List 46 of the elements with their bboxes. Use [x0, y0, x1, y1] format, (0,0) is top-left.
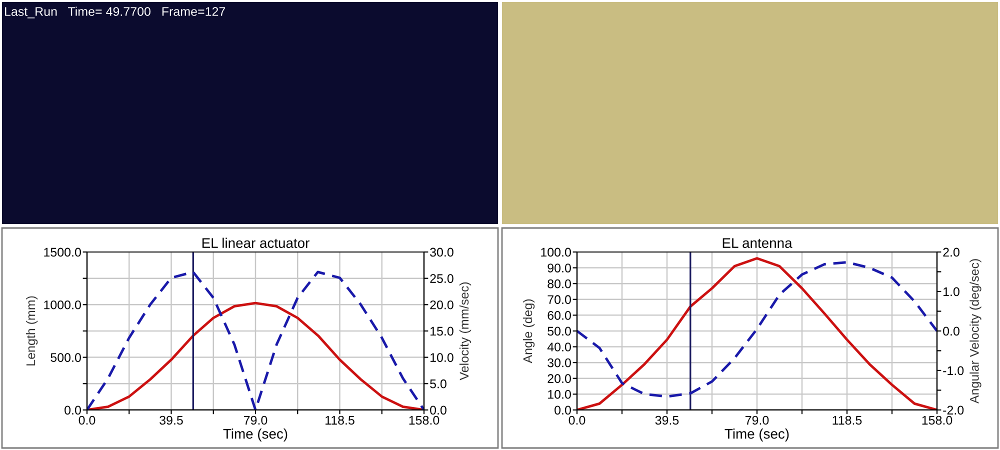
- y2-tick-label: -2.0: [943, 406, 964, 415]
- y2-tick-label: 2.0: [943, 248, 960, 257]
- x-tick-label: 0.0: [568, 416, 586, 425]
- y-tick-label: 0.0: [554, 406, 571, 415]
- y-tick-label: 60.0: [548, 310, 571, 320]
- x-tick-label: 39.5: [160, 416, 183, 425]
- y-tick-label: 100.0: [541, 248, 571, 257]
- y-tick-label: 0.0: [64, 406, 81, 415]
- x-axis-title: Time (sec): [223, 428, 288, 442]
- y2-axis-title: Velocity (mm/sec): [459, 282, 472, 380]
- y2-tick-label: 25.0: [430, 274, 454, 283]
- y2-tick-label: 1.0: [944, 287, 960, 296]
- x-tick-label: 158.0: [922, 416, 952, 425]
- y2-tick-label: 10.0: [430, 353, 454, 362]
- y-tick-label: 70.0: [548, 295, 571, 304]
- y2-tick-label: 20.0: [430, 300, 454, 310]
- y2-tick-label: 0.0: [943, 326, 960, 336]
- y-tick-label: 500.0: [50, 353, 81, 362]
- x-tick-label: 79.0: [745, 416, 769, 425]
- y2-tick-label: 0.0: [430, 406, 446, 415]
- y-tick-label: 10.0: [548, 390, 571, 399]
- y-tick-label: 90.0: [548, 264, 571, 272]
- y-axis-title: Length (mm): [26, 296, 38, 366]
- y2-tick-label: 15.0: [430, 326, 454, 336]
- y-tick-label: 20.0: [548, 374, 571, 384]
- x-axis-title: Time (sec): [724, 428, 789, 442]
- x-tick-label: 39.5: [655, 416, 679, 425]
- x-tick-label: 0.0: [78, 416, 96, 425]
- chart-title: EL linear actuator: [202, 238, 310, 248]
- y-tick-label: 30.0: [548, 358, 571, 368]
- y2-axis-title: Angular Velocity (deg/sec): [970, 259, 982, 404]
- y-tick-label: 40.0: [547, 342, 571, 352]
- y-axis-title: Angle (deg): [522, 299, 535, 364]
- y-tick-label: 1500.0: [44, 248, 81, 257]
- y-tick-label: 50.0: [548, 326, 571, 336]
- x-tick-label: 118.5: [326, 416, 354, 425]
- y2-tick-label: 5.0: [430, 379, 446, 388]
- y2-tick-label: 30.0: [430, 248, 454, 257]
- x-tick-label: 118.5: [832, 416, 862, 425]
- text: Last_Run Time= 49.7700 Frame=127: [5, 6, 226, 18]
- y-tick-label: 1000.0: [44, 300, 81, 310]
- y-tick-label: 80.0: [548, 279, 571, 288]
- x-tick-label: 79.0: [244, 416, 268, 425]
- y2-tick-label: -1.0: [943, 366, 964, 376]
- chart-title: EL antenna: [722, 238, 792, 248]
- x-tick-label: 158.0: [409, 416, 440, 425]
